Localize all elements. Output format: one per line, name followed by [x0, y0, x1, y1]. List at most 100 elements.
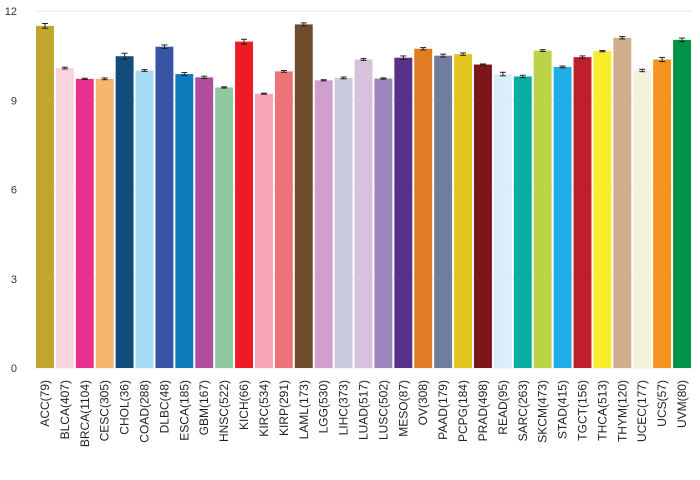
x-tick-label: THYM(120): [615, 380, 629, 442]
bar: [414, 48, 433, 368]
error-bar: [499, 71, 506, 77]
x-tick-label: LAML(173): [297, 380, 311, 439]
error-bar: [380, 77, 387, 80]
bar: [374, 78, 393, 368]
x-tick-label: KIRC(534): [257, 380, 271, 437]
error-bar: [360, 58, 367, 61]
error-bar: [320, 79, 327, 82]
x-tick-label: ACC(79): [38, 380, 52, 427]
x-tick-label: SARC(263): [516, 380, 530, 441]
error-bar: [559, 65, 566, 69]
error-bar: [659, 56, 666, 63]
bar: [653, 59, 672, 369]
bar: [633, 70, 652, 368]
x-tick-label: KICH(66): [237, 380, 251, 430]
bar: [593, 51, 612, 368]
x-tick-label: LUAD(517): [357, 380, 371, 440]
x-tick-label: GBM(167): [197, 380, 211, 435]
error-bar: [599, 50, 606, 53]
error-bar: [679, 37, 686, 43]
error-bar: [479, 63, 486, 66]
error-bar: [241, 38, 248, 45]
bar: [354, 59, 373, 369]
x-tick-label: PCPG(184): [456, 380, 470, 442]
x-tick-label: BLCA(407): [58, 380, 72, 439]
bar: [55, 68, 74, 369]
error-bar: [280, 70, 287, 73]
bar: [75, 78, 94, 368]
error-bar: [121, 52, 128, 60]
bar: [115, 56, 134, 368]
bar: [195, 77, 214, 368]
error-bar: [81, 77, 88, 80]
x-tick-label: UVM(80): [675, 380, 689, 428]
x-tick-label: BRCA(1104): [78, 380, 92, 447]
bar: [454, 54, 472, 368]
error-bar: [41, 22, 48, 29]
y-tick-label: 3: [11, 274, 17, 286]
bar: [175, 74, 194, 368]
bar: [255, 93, 273, 368]
y-tick-label: 9: [11, 95, 17, 107]
x-tick-label: DLBC(48): [157, 380, 171, 433]
error-bar: [539, 49, 546, 52]
x-tick-label: THCA(513): [595, 380, 609, 441]
bar: [394, 57, 413, 369]
bar: [135, 70, 154, 368]
x-tick-label: UCEC(177): [635, 380, 649, 442]
x-tick-label: LIHC(373): [337, 380, 351, 435]
x-tick-label: OV(308): [416, 380, 430, 425]
error-bar: [519, 74, 526, 79]
bar: [673, 39, 691, 369]
bar: [493, 74, 512, 368]
bar: [474, 64, 492, 369]
bar: [36, 25, 54, 368]
x-tick-label: COAD(288): [138, 380, 152, 443]
error-bar: [420, 47, 427, 51]
x-tick-label: UCS(57): [655, 380, 669, 427]
x-tick-label: CESC(305): [98, 380, 112, 441]
x-tick-label: HNSC(522): [217, 380, 231, 442]
bar: [613, 37, 632, 369]
x-tick-label: PRAD(498): [476, 380, 490, 441]
error-bar: [440, 53, 447, 58]
y-tick-label: 12: [5, 6, 17, 18]
error-bar: [61, 66, 68, 70]
bar: [513, 76, 532, 368]
bar: [235, 41, 253, 369]
x-tick-label: PAAD(179): [436, 380, 450, 440]
error-bar: [400, 55, 407, 60]
x-tick-label: LGG(530): [317, 380, 331, 433]
bar: [334, 77, 353, 368]
x-axis-labels: ACC(79) BLCA(407) BRCA(1104) CESC(305) CHOL(…: [38, 380, 689, 447]
x-tick-label: LUSC(502): [376, 380, 390, 440]
bars: [36, 24, 691, 369]
y-tick-label: 0: [11, 363, 17, 375]
error-bar: [101, 77, 108, 81]
x-tick-label: TGCT(156): [576, 380, 590, 441]
bar: [434, 55, 453, 368]
error-bar: [340, 76, 347, 80]
bar: [314, 80, 333, 368]
bar: [95, 78, 114, 368]
bar: [294, 24, 313, 368]
error-bar: [181, 72, 188, 77]
bar: [533, 50, 552, 368]
error-bars: [41, 22, 686, 95]
bar: [155, 46, 174, 368]
error-bar: [141, 69, 148, 72]
x-tick-label: STAD(415): [556, 380, 570, 439]
bar: [573, 57, 592, 369]
error-bar: [639, 68, 646, 73]
x-tick-label: CHOL(36): [118, 380, 132, 435]
x-tick-label: SKCM(473): [536, 380, 550, 443]
error-bar: [619, 36, 626, 40]
error-bar: [460, 52, 467, 56]
y-tick-label: 6: [11, 185, 17, 197]
x-tick-label: READ(95): [496, 380, 510, 435]
y-axis-ticks: 0 3 6 9 12: [5, 6, 17, 375]
error-bar: [300, 22, 307, 27]
error-bar: [260, 92, 267, 95]
error-bar: [161, 44, 168, 49]
